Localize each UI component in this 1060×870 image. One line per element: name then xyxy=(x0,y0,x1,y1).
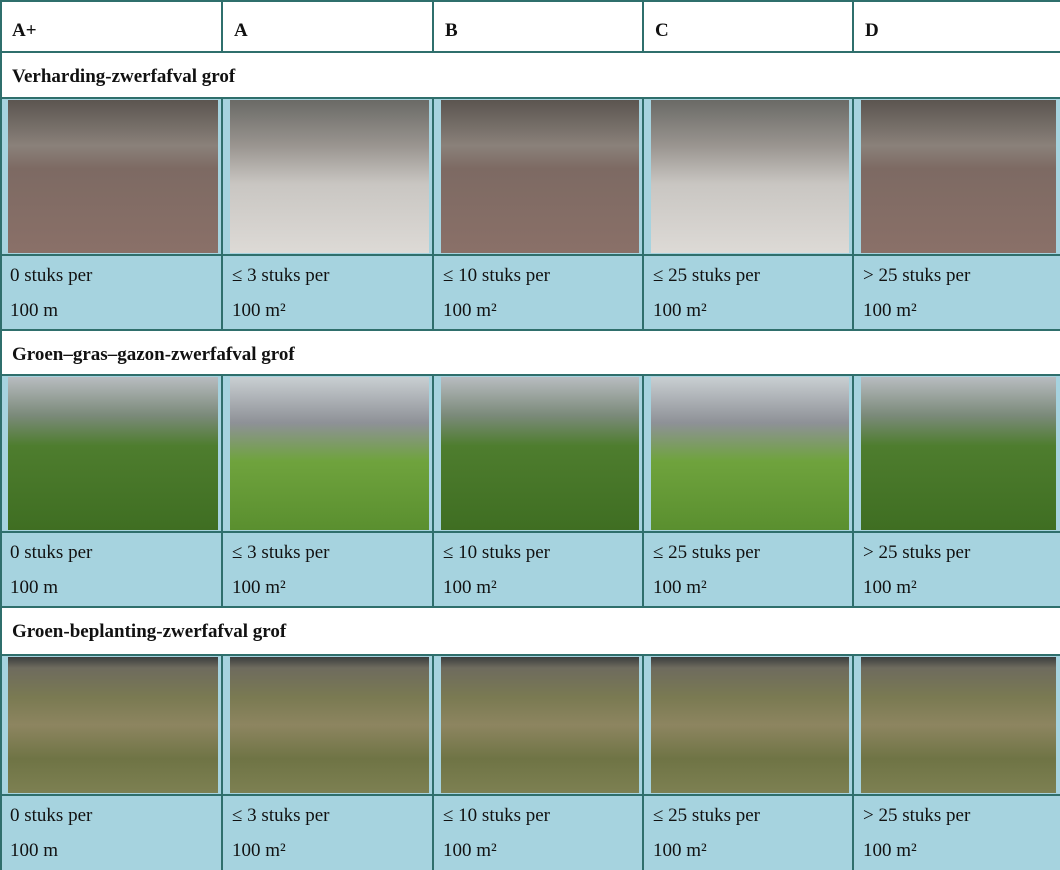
caption: 0 stuks per xyxy=(10,542,93,563)
rule xyxy=(432,375,434,607)
photo xyxy=(230,657,429,793)
caption: ≤ 3 stuks per xyxy=(232,542,330,563)
photo xyxy=(8,100,218,253)
caption: 100 m² xyxy=(232,577,286,598)
photo xyxy=(861,657,1056,793)
caption: 100 m² xyxy=(653,840,707,861)
caption: 100 m² xyxy=(863,840,917,861)
rule xyxy=(0,654,1060,656)
rule xyxy=(642,0,644,52)
photo xyxy=(651,377,849,530)
caption: > 25 stuks per xyxy=(863,542,971,563)
caption: 0 stuks per xyxy=(10,265,93,286)
caption: ≤ 3 stuks per xyxy=(232,265,330,286)
caption: 100 m² xyxy=(232,840,286,861)
rule xyxy=(0,0,2,870)
photo xyxy=(8,657,218,793)
rule xyxy=(852,655,854,870)
caption: > 25 stuks per xyxy=(863,805,971,826)
section-title: Verharding-zwerfafval grof xyxy=(12,66,236,87)
section-title: Groen–gras–gazon-zwerfafval grof xyxy=(12,344,295,365)
column-header: A xyxy=(234,20,248,41)
caption: ≤ 25 stuks per xyxy=(653,542,761,563)
column-header: D xyxy=(865,20,879,41)
column-header: B xyxy=(445,20,458,41)
rule xyxy=(0,794,1060,796)
photo xyxy=(651,100,849,253)
rule xyxy=(0,254,1060,256)
column-header: C xyxy=(655,20,669,41)
caption: 100 m² xyxy=(653,300,707,321)
rule xyxy=(852,98,854,330)
caption: > 25 stuks per xyxy=(863,265,971,286)
caption: 100 m xyxy=(10,577,59,598)
caption: 100 m² xyxy=(443,300,497,321)
photo xyxy=(861,377,1056,530)
photo xyxy=(441,100,639,253)
rule xyxy=(432,655,434,870)
rule xyxy=(432,0,434,52)
caption: ≤ 10 stuks per xyxy=(443,542,551,563)
photo xyxy=(861,100,1056,253)
rule xyxy=(221,0,223,52)
photo xyxy=(230,377,429,530)
column-header: A+ xyxy=(12,20,37,41)
rule xyxy=(642,655,644,870)
caption: 100 m² xyxy=(863,577,917,598)
rule xyxy=(221,98,223,330)
photo xyxy=(8,377,218,530)
caption: ≤ 25 stuks per xyxy=(653,265,761,286)
rule xyxy=(0,0,1060,2)
caption: 100 m² xyxy=(443,840,497,861)
caption: 100 m² xyxy=(232,300,286,321)
rule xyxy=(642,375,644,607)
rule xyxy=(221,655,223,870)
rule xyxy=(0,374,1060,376)
caption: 100 m xyxy=(10,300,59,321)
caption: ≤ 3 stuks per xyxy=(232,805,330,826)
caption: ≤ 25 stuks per xyxy=(653,805,761,826)
rule xyxy=(221,375,223,607)
rule xyxy=(852,375,854,607)
photo xyxy=(230,100,429,253)
caption: 0 stuks per xyxy=(10,805,93,826)
rule xyxy=(0,531,1060,533)
caption: 100 m² xyxy=(653,577,707,598)
photo xyxy=(651,657,849,793)
rule xyxy=(642,98,644,330)
rule xyxy=(852,0,854,52)
section-title: Groen-beplanting-zwerfafval grof xyxy=(12,621,287,642)
caption: 100 m xyxy=(10,840,59,861)
photo xyxy=(441,377,639,530)
caption: 100 m² xyxy=(863,300,917,321)
rule xyxy=(0,329,1060,331)
rule xyxy=(0,606,1060,608)
rule xyxy=(0,97,1060,99)
caption: ≤ 10 stuks per xyxy=(443,805,551,826)
caption: 100 m² xyxy=(443,577,497,598)
photo xyxy=(441,657,639,793)
rule xyxy=(0,51,1060,53)
caption: ≤ 10 stuks per xyxy=(443,265,551,286)
rule xyxy=(432,98,434,330)
